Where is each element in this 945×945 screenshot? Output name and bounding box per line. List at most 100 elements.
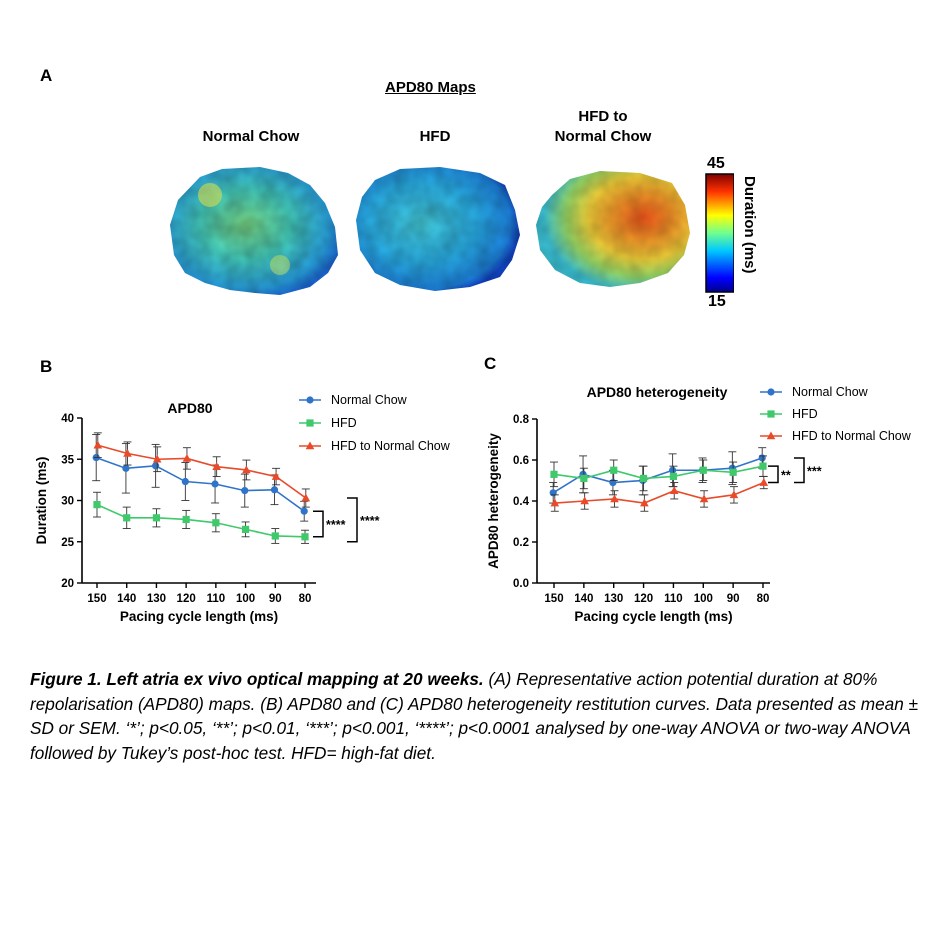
chartc-data-point	[580, 496, 589, 505]
chartb-data-point	[152, 454, 162, 463]
apd80-chart: APD80 20 25 30 35 40 150 140 130 120 110 100 90 80 Pac…	[34, 393, 451, 624]
chartb-data-point	[93, 501, 101, 509]
chartb-data-point	[271, 532, 279, 540]
apd80-heterogeneity-chart: APD80 heterogeneity 0.0 0.2 0.4 0.6 0.8 150 140…	[486, 384, 912, 624]
chartc-title: APD80 heterogeneity	[587, 384, 728, 400]
chartc-data-point	[669, 472, 678, 480]
chartb-title: APD80	[167, 400, 212, 416]
apd80-maps	[170, 167, 690, 295]
chartb-series-line	[96, 503, 306, 538]
figure-caption: Figure 1. Left atria ex vivo optical map…	[30, 667, 920, 765]
chartb-y-axis-label: Duration (ms)	[34, 457, 49, 545]
chartc-significance-bracket	[794, 457, 805, 484]
colorbar-label: Duration (ms)	[741, 176, 758, 274]
normal-chow-map	[170, 167, 338, 295]
chartb-significance-bracket	[313, 510, 324, 538]
chartc-data-point	[669, 466, 677, 474]
chartc-x-tick-label: 90	[727, 593, 740, 605]
hfd-map	[356, 167, 520, 291]
chartb-data-point	[270, 486, 279, 494]
chartc-y-axis-label: APD80 heterogeneity	[486, 433, 501, 569]
chartc-y-tick-label: 0.0	[513, 578, 529, 590]
chartb-data-point	[93, 440, 103, 449]
chartc-data-point	[549, 489, 557, 497]
chartb-data-point	[122, 464, 130, 472]
chartb-x-tick-label: 140	[117, 593, 136, 605]
panel-a-letter: A	[40, 66, 53, 85]
chartb-y-tick-label: 40	[61, 413, 74, 425]
chartb-series-line	[95, 456, 305, 512]
chartb-x-tick-label: 80	[299, 593, 312, 605]
chartb-significance-bracket	[347, 497, 358, 543]
chartc-data-point	[699, 494, 709, 503]
hfd-to-normal-chow-map	[536, 171, 690, 287]
chartb-y-tick-label: 35	[61, 454, 74, 466]
chartc-data-point	[639, 474, 648, 483]
chartb-legend-label: Normal Chow	[331, 393, 408, 407]
chartb-y-tick-label: 25	[61, 537, 74, 549]
chartc-x-tick-label: 110	[664, 593, 683, 605]
caption-bold: Figure 1. Left atria ex vivo optical map…	[30, 669, 484, 689]
chartb-y-tick-label: 20	[61, 578, 74, 590]
chartc-data-point	[669, 486, 679, 495]
chartb-legend-label: HFD	[331, 416, 357, 430]
chartc-legend-label: Normal Chow	[792, 385, 869, 399]
chartc-series-line	[552, 457, 763, 494]
chartb-legend-label: HFD to Normal Chow	[331, 439, 451, 453]
chartb-x-tick-label: 110	[207, 593, 226, 605]
chartc-data-point	[640, 498, 649, 507]
chartc-x-tick-label: 150	[544, 593, 563, 605]
chartc-y-tick-label: 0.2	[513, 537, 529, 549]
chartb-data-point	[182, 515, 190, 524]
chartb-legend-marker	[305, 441, 315, 450]
chartc-data-point	[609, 478, 617, 487]
chartc-legend-label: HFD	[792, 407, 818, 421]
chartc-significance-label: **	[781, 468, 791, 482]
chartc-legend-marker	[767, 388, 775, 396]
chartb-x-tick-label: 120	[177, 593, 196, 605]
caption-text: (A) Representative action potential dura…	[30, 669, 919, 763]
chartb-data-point	[123, 448, 132, 457]
chartb-data-point	[300, 507, 308, 515]
chartb-significance-label: ****	[326, 518, 346, 532]
chartc-data-point	[759, 478, 769, 486]
chartc-data-point	[729, 468, 737, 476]
chartb-x-tick-label: 100	[236, 593, 255, 605]
chartc-y-tick-label: 0.6	[513, 455, 529, 467]
chartb-data-point	[242, 465, 251, 474]
maps-title: APD80 Maps	[385, 79, 476, 96]
chartb-data-point	[182, 453, 192, 462]
chartc-significance-label: ***	[807, 464, 822, 478]
chartb-x-tick-label: 150	[87, 593, 106, 605]
chartc-y-tick-label: 0.8	[513, 414, 530, 426]
chartc-data-point	[550, 498, 560, 507]
chartc-x-tick-label: 140	[574, 593, 593, 605]
chartc-data-point	[580, 474, 588, 483]
chartb-data-point	[181, 477, 189, 486]
chartb-data-point	[212, 462, 221, 470]
chartc-series-line	[554, 481, 765, 504]
chartb-legend-marker	[306, 396, 314, 404]
hfd-label: HFD	[419, 128, 451, 145]
panel-b-letter: B	[40, 357, 53, 376]
chartb-data-point	[301, 493, 311, 502]
chartb-series-line	[97, 444, 307, 499]
chartb-legend-marker	[306, 419, 314, 427]
chartc-data-point	[759, 462, 767, 470]
chartb-data-point	[271, 472, 281, 480]
normal-chow-label: Normal Chow	[202, 128, 300, 145]
hfd-to-normal-chow-label: HFD to Normal Chow	[533, 107, 673, 147]
chartb-data-point	[241, 487, 249, 495]
chartb-data-point	[212, 519, 220, 527]
colorbar-min: 15	[708, 293, 726, 310]
chartb-data-point	[152, 462, 160, 470]
chartb-y-tick-label: 30	[61, 496, 74, 508]
chartc-x-axis-label: Pacing cycle length (ms)	[574, 609, 732, 624]
chartc-data-point	[550, 470, 558, 478]
chartc-x-tick-label: 80	[757, 593, 770, 605]
chartb-x-axis-label: Pacing cycle length (ms)	[120, 609, 278, 624]
panel-c-letter: C	[484, 354, 497, 373]
chartc-data-point	[610, 494, 619, 503]
chartb-data-point	[123, 514, 131, 522]
chartb-x-tick-label: 90	[269, 593, 282, 605]
